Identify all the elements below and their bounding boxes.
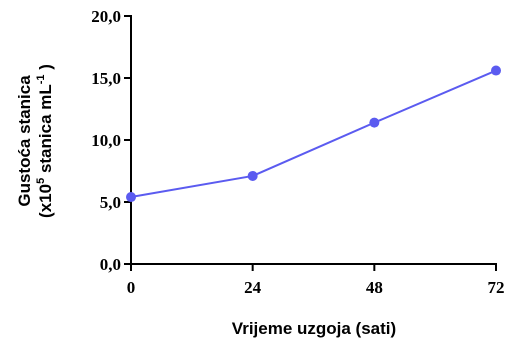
series — [126, 65, 501, 203]
data-point — [247, 170, 258, 181]
x-tick-label: 48 — [366, 278, 383, 297]
y-tick-label: 0,0 — [100, 255, 121, 274]
y-axis: 0,0 5,0 10,0 15,0 20,0 — [91, 7, 132, 274]
y-tick-label: 5,0 — [100, 193, 121, 212]
x-tick-label: 24 — [244, 278, 262, 297]
data-point — [491, 65, 501, 76]
y-tick-label: 15,0 — [91, 69, 121, 88]
series-line — [130, 69, 497, 199]
y-tick-label: 10,0 — [91, 131, 121, 150]
y-axis-title-line1: Gustoća stanica — [15, 75, 34, 207]
y-axis-title: Gustoća stanica (x105 stanica mL-1 ) — [15, 64, 55, 218]
data-point — [369, 117, 380, 128]
x-axis-title: Vrijeme uzgoja (sati) — [232, 319, 396, 338]
x-tick-label: 0 — [127, 278, 136, 297]
data-point — [126, 192, 136, 203]
y-tick-label: 20,0 — [91, 7, 121, 26]
x-axis: 0 24 48 72 — [127, 263, 505, 297]
x-tick-label: 72 — [488, 278, 505, 297]
y-axis-title-line2: (x105 stanica mL-1 ) — [35, 64, 55, 218]
